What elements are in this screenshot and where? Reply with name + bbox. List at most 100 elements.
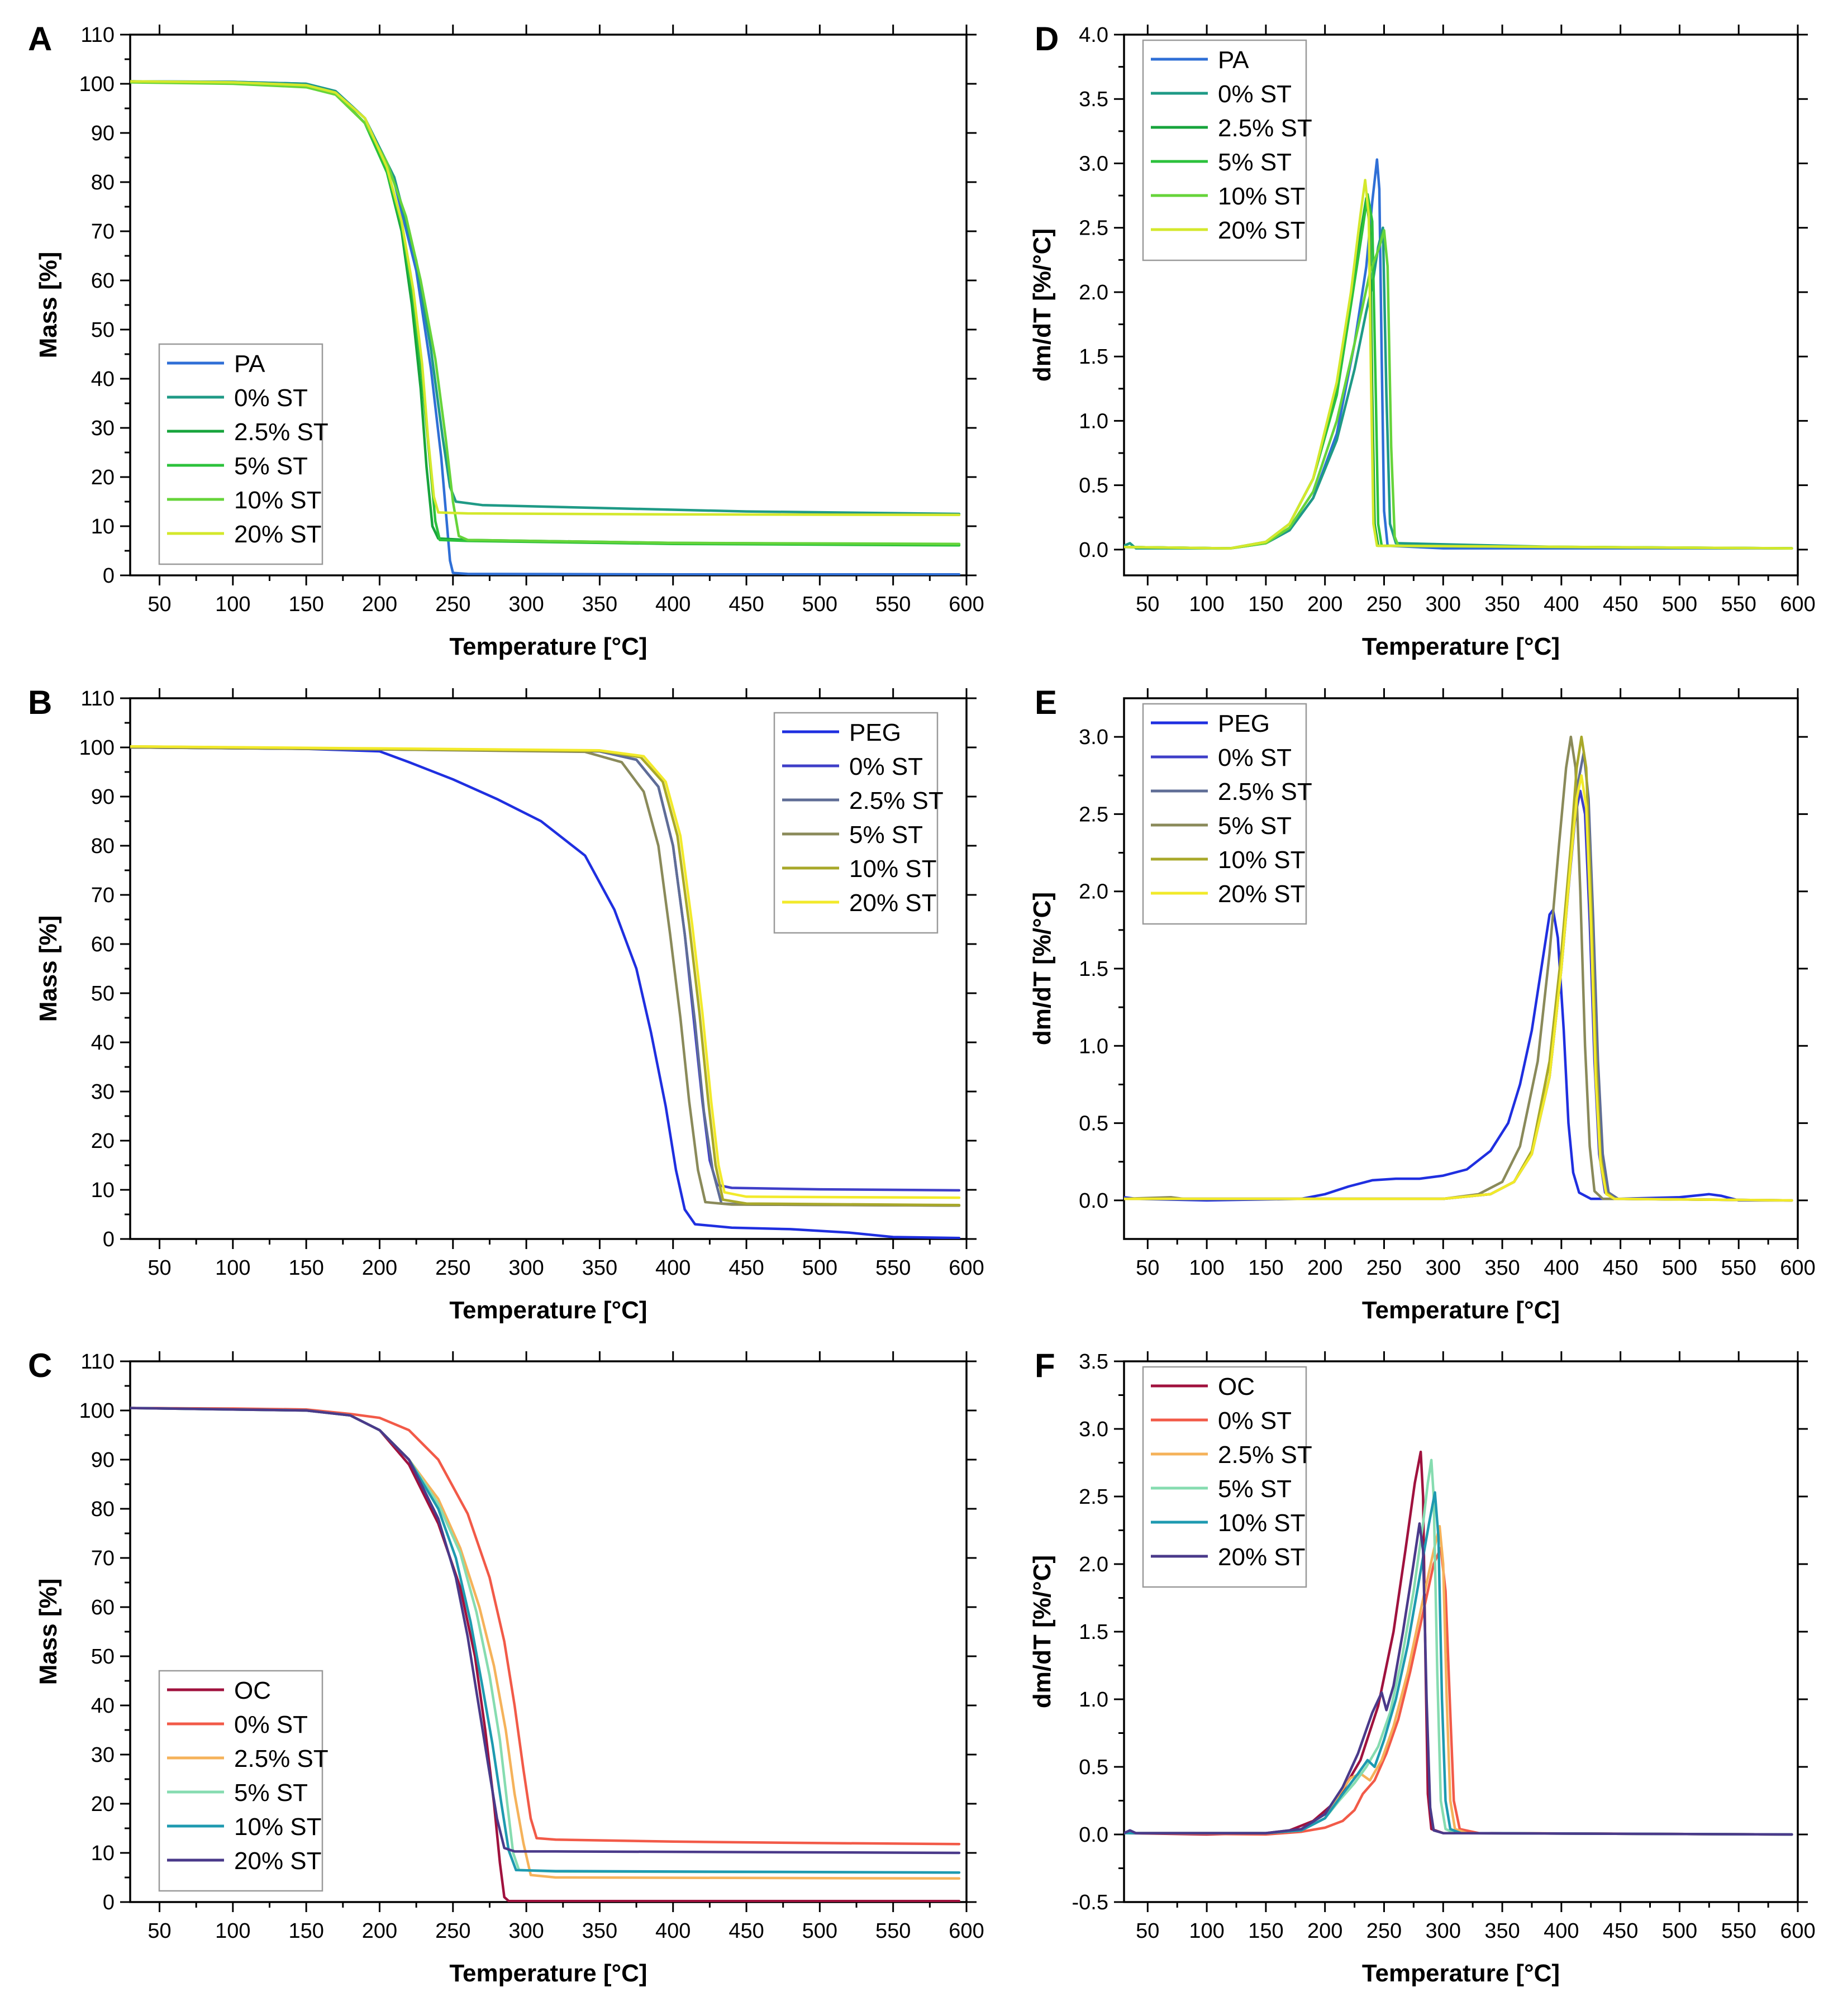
x-tick-label: 550 [875, 1256, 911, 1280]
x-tick-label: 350 [582, 593, 617, 616]
panel-letter: C [28, 1347, 52, 1384]
x-tick-label: 250 [435, 1256, 470, 1280]
x-tick-label: 350 [582, 1919, 617, 1943]
y-tick-label: 1.0 [1079, 409, 1108, 433]
y-tick-label: 4.0 [1079, 23, 1108, 47]
x-tick-label: 550 [1721, 1919, 1756, 1943]
x-tick-label: 600 [1780, 593, 1815, 616]
x-tick-label: 150 [288, 593, 323, 616]
y-tick-label: 0.5 [1079, 1112, 1108, 1136]
x-tick-label: 200 [1307, 1256, 1342, 1280]
y-tick-label: 70 [91, 884, 115, 907]
x-tick-label: 300 [508, 1919, 544, 1943]
y-tick-label: 80 [91, 171, 115, 194]
x-axis-label: Temperature [°C] [1362, 1960, 1560, 1987]
x-tick-label: 450 [728, 1256, 764, 1280]
x-tick-label: 100 [1189, 1919, 1224, 1943]
y-tick-label: 0 [103, 564, 115, 588]
y-tick-label: 3.0 [1079, 726, 1108, 749]
legend-label: 2.5% ST [849, 787, 944, 814]
y-tick-label: 20 [91, 1129, 115, 1153]
y-tick-label: 2.5 [1079, 803, 1108, 826]
legend-label: 20% ST [234, 521, 322, 548]
x-tick-label: 300 [1426, 1919, 1461, 1943]
legend-box [1142, 39, 1307, 261]
series-group [1124, 158, 1793, 550]
y-tick-label: 0.5 [1079, 1756, 1108, 1779]
x-tick-label: 300 [1426, 593, 1461, 616]
x-tick-label: 150 [288, 1919, 323, 1943]
x-tick-label: 200 [362, 593, 397, 616]
x-tick-label: 250 [1366, 1919, 1402, 1943]
x-axis-label: Temperature [°C] [449, 1960, 647, 1987]
y-tick-label: 3.5 [1079, 88, 1108, 111]
y-axis-label: Mass [%] [35, 916, 62, 1022]
y-tick-label: 50 [91, 1645, 115, 1669]
x-tick-label: 150 [288, 1256, 323, 1280]
series-line-20-st [130, 80, 961, 517]
legend-label: 10% ST [1218, 846, 1306, 874]
y-tick-label: 80 [91, 835, 115, 858]
panel-b: B 50 100 150 200 250 300 350 400 450 500 550 600 0 10 2… [28, 684, 984, 1324]
y-tick-label: 20 [91, 1793, 115, 1816]
legend: OC 0% ST 2.5% ST 5% ST 10% ST 20% ST [158, 1670, 328, 1892]
legend-label: 0% ST [234, 1711, 308, 1738]
x-axis-label: Temperature [°C] [1362, 633, 1560, 660]
panel-letter: E [1035, 684, 1057, 721]
y-tick-label: 100 [79, 1399, 115, 1423]
x-tick-label: 400 [655, 1919, 691, 1943]
y-tick-label: 90 [91, 122, 115, 145]
series-line-0-st [1124, 1546, 1793, 1836]
legend-label: 5% ST [1218, 812, 1292, 840]
legend-label: 10% ST [234, 1813, 322, 1841]
x-tick-label: 50 [147, 1256, 171, 1280]
legend-label: 2.5% ST [1218, 1441, 1312, 1469]
x-tick-label: 600 [949, 593, 984, 616]
legend-label: OC [234, 1677, 271, 1704]
x-tick-label: 400 [655, 593, 691, 616]
panel-letter: A [28, 20, 52, 58]
y-tick-label: 70 [91, 220, 115, 244]
x-tick-label: 250 [435, 593, 470, 616]
y-tick-label: 10 [91, 1842, 115, 1865]
x-tick-label: 550 [1721, 1256, 1756, 1280]
y-tick-label: 30 [91, 1080, 115, 1104]
x-tick-label: 300 [508, 1256, 544, 1280]
x-tick-label: 300 [1426, 1256, 1461, 1280]
legend-box [158, 343, 323, 565]
x-tick-label: 100 [215, 1919, 250, 1943]
legend: PA 0% ST 2.5% ST 5% ST 10% ST 20% ST [158, 343, 328, 565]
y-tick-label: 30 [91, 417, 115, 440]
x-tick-label: 600 [949, 1919, 984, 1943]
y-tick-label: -0.5 [1072, 1891, 1108, 1914]
x-tick-label: 350 [1484, 1256, 1520, 1280]
x-tick-label: 450 [1603, 1919, 1638, 1943]
panel-letter: F [1035, 1347, 1055, 1384]
legend-label: 10% ST [1218, 183, 1306, 210]
y-tick-label: 60 [91, 1596, 115, 1619]
x-tick-label: 500 [1662, 1256, 1697, 1280]
series-group [130, 80, 961, 575]
series-line-10-st [1124, 1491, 1793, 1836]
x-tick-label: 250 [1366, 1256, 1402, 1280]
legend: PEG 0% ST 2.5% ST 5% ST 10% ST 20% ST [773, 712, 944, 934]
y-tick-label: 70 [91, 1547, 115, 1570]
x-tick-label: 100 [215, 593, 250, 616]
x-tick-label: 550 [875, 593, 911, 616]
y-tick-label: 50 [91, 982, 115, 1005]
x-tick-label: 500 [1662, 1919, 1697, 1943]
legend: PA 0% ST 2.5% ST 5% ST 10% ST 20% ST [1142, 39, 1312, 261]
x-tick-label: 150 [1248, 1919, 1283, 1943]
legend-label: 5% ST [1218, 1475, 1292, 1503]
x-tick-label: 450 [1603, 593, 1638, 616]
y-tick-label: 40 [91, 1694, 115, 1718]
x-tick-label: 500 [1662, 593, 1697, 616]
y-tick-label: 2.0 [1079, 1553, 1108, 1576]
legend-label: 0% ST [1218, 80, 1292, 108]
panel-letter: D [1035, 20, 1059, 58]
legend-box [1142, 1366, 1307, 1588]
x-axis-label: Temperature [°C] [1362, 1297, 1560, 1324]
legend-label: PEG [1218, 710, 1270, 737]
y-tick-label: 1.5 [1079, 957, 1108, 981]
legend-label: 20% ST [849, 889, 937, 917]
